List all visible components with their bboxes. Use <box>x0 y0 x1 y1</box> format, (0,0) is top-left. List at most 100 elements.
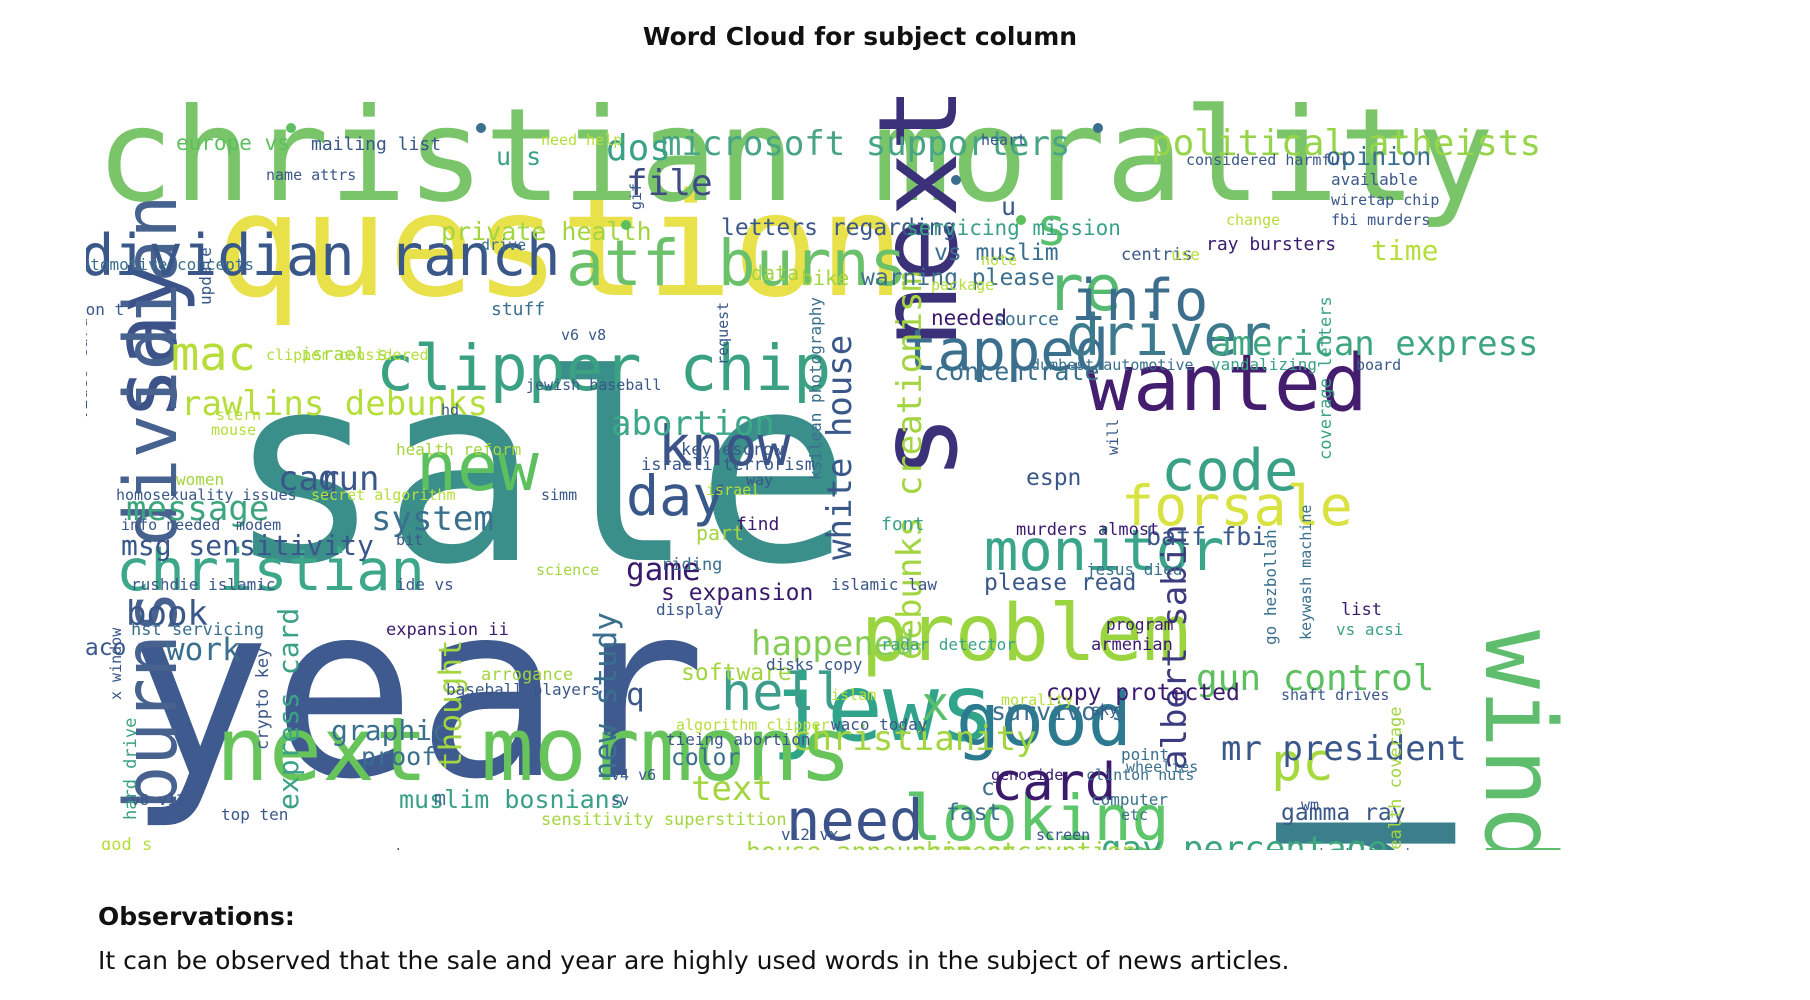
word-gun: gun <box>318 459 379 499</box>
word-don-t: don t <box>86 300 124 319</box>
word-heart: heart <box>981 131 1026 149</box>
word-book: book <box>126 594 208 634</box>
word-clipper-chip: clipper chip <box>376 332 831 405</box>
word-jesus-died: jesus died <box>1086 560 1182 579</box>
word-hd: hd <box>441 401 459 419</box>
word-cloud: saleyearhelpquestionchristian moralitys … <box>86 60 1646 850</box>
word-ide-vs: ide vs <box>396 575 454 594</box>
word-white-house: white house <box>820 335 860 560</box>
word-sv: sv <box>611 791 629 809</box>
word-s: s <box>1036 198 1067 258</box>
word-god-s: god s <box>101 835 152 850</box>
word-problem: problem <box>861 589 1190 679</box>
word-algorithm-clipper: algorithm clipper <box>676 716 830 734</box>
word-day: day <box>626 464 725 528</box>
word-radar-detector: radar detector <box>881 635 1016 654</box>
word-computer: computer <box>1091 790 1168 809</box>
word-simm: simm <box>541 486 577 504</box>
word-tapped: tapped <box>903 318 1109 384</box>
word-wheelies: wheelies <box>1126 758 1198 776</box>
word-modem: modem <box>236 516 281 534</box>
word-considered-harmful: considered harmful <box>1186 151 1349 169</box>
word-looking: looking <box>904 782 1170 850</box>
word-available: available <box>1331 170 1418 189</box>
word-ray-bursters: ray bursters <box>1206 234 1336 255</box>
word-new-study: new study <box>588 612 624 780</box>
word-fbi-murders: fbi murders <box>1331 211 1430 229</box>
word-batf-fbi: batf fbi <box>1146 522 1266 551</box>
word-program: program <box>1106 615 1173 634</box>
word-point: point <box>1121 745 1169 764</box>
word-c: c <box>981 775 995 801</box>
word-hard-drive: hard drive <box>121 718 141 820</box>
word-s-next: s next <box>855 86 982 480</box>
word-keywash-machine: keywash machine <box>1297 505 1315 640</box>
word-letters-regarding: letters regarding <box>721 215 956 241</box>
word-time: time <box>1371 234 1438 267</box>
word-needed: needed <box>931 306 1007 330</box>
word-screen: screen <box>1036 826 1090 844</box>
word-mailing-list: mailing list <box>311 134 441 155</box>
word-font: font <box>881 514 924 535</box>
word-dumbest-automotive: dumbest automotive <box>1031 356 1194 374</box>
word-msg-sensitivity: msg sensitivity <box>121 529 374 562</box>
word-graphic: graphic <box>331 714 449 747</box>
word-use: use <box>1171 245 1200 264</box>
word-new: new <box>416 428 539 507</box>
word-servicing-mission: servicing mission <box>906 216 1121 240</box>
word-concentrate: concentrate <box>934 357 1100 386</box>
word-software: software <box>681 660 792 686</box>
word-arrogance: arrogance <box>481 665 573 685</box>
word-q: q <box>626 677 645 713</box>
word-u: u <box>1001 192 1016 221</box>
word-stuff: stuff <box>491 299 545 320</box>
word-video-card: video card <box>86 318 92 420</box>
word-fragment-dot <box>1016 215 1026 225</box>
word-wanted: wanted <box>1086 339 1368 429</box>
word-express-card: express card <box>272 608 305 810</box>
word-vs-muslim: vs muslim <box>934 240 1059 266</box>
word-top-ten: top ten <box>221 805 288 824</box>
word-europe-vs: europe vs <box>176 131 290 155</box>
word-rawlins-debunks: rawlins debunks <box>181 384 488 424</box>
word-debunks-creationism: debunks creationism <box>890 271 930 660</box>
word-info-needed: info needed <box>121 516 220 534</box>
word-genocide: genocide <box>991 766 1063 784</box>
word-dos: dos <box>606 128 671 169</box>
word-israeli-terrorism: israeli terrorism <box>641 455 815 475</box>
word-go-hezbollah: go hezbollah <box>1261 529 1280 645</box>
word-find: find <box>736 514 779 535</box>
word-espn: espn <box>1026 465 1081 491</box>
word-fragment-dot <box>621 220 631 230</box>
word-update: update <box>196 247 215 305</box>
word-request: request <box>714 302 732 365</box>
word-next-mormons: next mormons <box>216 698 852 801</box>
word-key-escrow: key escrow <box>681 440 784 460</box>
word-car: car <box>278 459 339 499</box>
word-centris: centris <box>1121 245 1193 265</box>
word-sky: sky <box>1091 701 1118 719</box>
word-display: display <box>656 600 724 619</box>
word-hour: hour <box>396 845 435 850</box>
word-israel-s: israel s <box>301 344 388 365</box>
word-card: card <box>991 753 1116 813</box>
word-name-attrs: name attrs <box>266 166 356 184</box>
word-list: list <box>1341 600 1382 620</box>
word-bit: bit <box>396 531 423 549</box>
word-gun-control: gun control <box>1196 658 1434 699</box>
word-burns-dividian: burns dividian <box>109 195 194 810</box>
word-automotive-concepts: automotive concepts <box>86 255 254 274</box>
word-jack-morris: jack morris <box>1316 845 1422 850</box>
word-fragment-dot <box>476 123 486 133</box>
word-thought: thought <box>433 639 469 770</box>
word-fast: fast <box>946 800 1001 826</box>
word-coverage-letters: coverage letters <box>1316 296 1336 460</box>
word-clinton-nuts: clinton nuts <box>1086 766 1194 784</box>
word-bike: bike <box>801 266 849 290</box>
word-baseball-players: baseball players <box>446 680 600 699</box>
word-shaft-drives: shaft drives <box>1281 686 1389 704</box>
word-pc: pc <box>1271 733 1334 793</box>
word-vs-acsi: vs acsi <box>1336 620 1403 639</box>
word-microsoft-supporters: microsoft supporters <box>661 124 1070 164</box>
word-system: system <box>371 499 494 539</box>
